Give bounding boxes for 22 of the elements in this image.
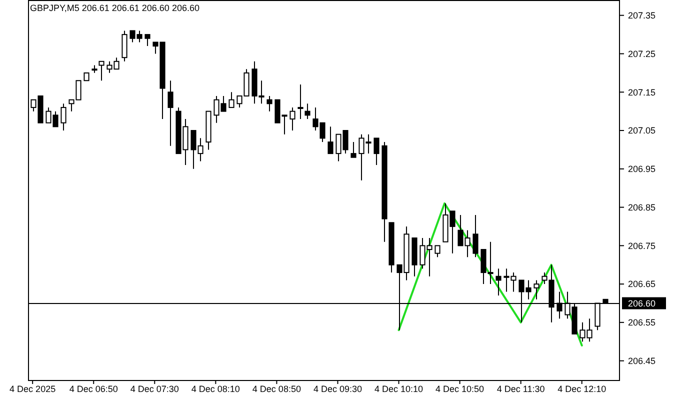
x-tick-label: 4 Dec 11:30 — [496, 384, 545, 394]
y-tick-label: 207.35 — [628, 10, 656, 21]
x-tick-label: 4 Dec 08:10 — [191, 384, 240, 394]
x-tick-label: 4 Dec 06:50 — [69, 384, 118, 394]
x-tick-label: 4 Dec 12:10 — [558, 384, 606, 394]
y-tick-label: 207.15 — [628, 87, 656, 98]
x-tick-label: 4 Dec 2025 — [10, 384, 56, 394]
chart-title: GBPJPY,M5 206.61 206.61 206.60 206.60 — [30, 3, 200, 13]
y-tick-label: 207.05 — [628, 126, 656, 136]
x-tick-label: 4 Dec 10:50 — [436, 384, 484, 394]
y-tick-label: 206.85 — [628, 202, 656, 212]
y-tick-label: 207.25 — [628, 48, 656, 59]
y-tick-label: 206.45 — [628, 356, 656, 366]
y-tick-label: 206.75 — [628, 240, 656, 251]
x-tick-label: 4 Dec 09:30 — [313, 384, 362, 394]
y-tick-label: 206.55 — [628, 318, 656, 328]
x-tick-label: 4 Dec 08:50 — [252, 384, 301, 394]
y-tick-label: 206.65 — [628, 279, 656, 290]
x-tick-label: 4 Dec 07:30 — [130, 384, 179, 394]
x-tick-label: 4 Dec 10:10 — [374, 384, 424, 394]
ref-line-label: 206.60 — [628, 298, 656, 308]
y-tick-label: 206.95 — [628, 164, 656, 174]
